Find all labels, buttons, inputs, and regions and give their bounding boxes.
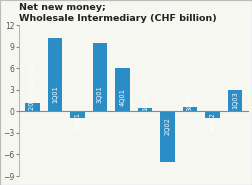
Bar: [93, 43, 107, 111]
Bar: [205, 111, 220, 118]
Text: 1Q02: 1Q02: [142, 93, 148, 111]
Text: Net new money;
Wholesale Intermediary (CHF billion): Net new money; Wholesale Intermediary (C…: [19, 4, 217, 23]
Text: 3Q02: 3Q02: [187, 93, 193, 111]
Bar: [160, 111, 175, 162]
Bar: [115, 68, 130, 111]
Bar: [48, 38, 62, 111]
Bar: [70, 111, 85, 118]
Text: 1Q03: 1Q03: [232, 91, 238, 109]
Text: 2000 Average: 2000 Average: [29, 64, 35, 110]
Text: 4Q01: 4Q01: [119, 88, 125, 106]
Text: 2Q01: 2Q01: [74, 112, 80, 130]
Text: 1Q01: 1Q01: [52, 85, 58, 102]
Text: 2Q02: 2Q02: [165, 117, 171, 135]
Text: 4Q02: 4Q02: [209, 112, 215, 130]
Bar: [138, 108, 152, 111]
Text: 3Q01: 3Q01: [97, 85, 103, 103]
Bar: [183, 107, 197, 111]
Bar: [25, 103, 40, 111]
Bar: [228, 90, 242, 111]
